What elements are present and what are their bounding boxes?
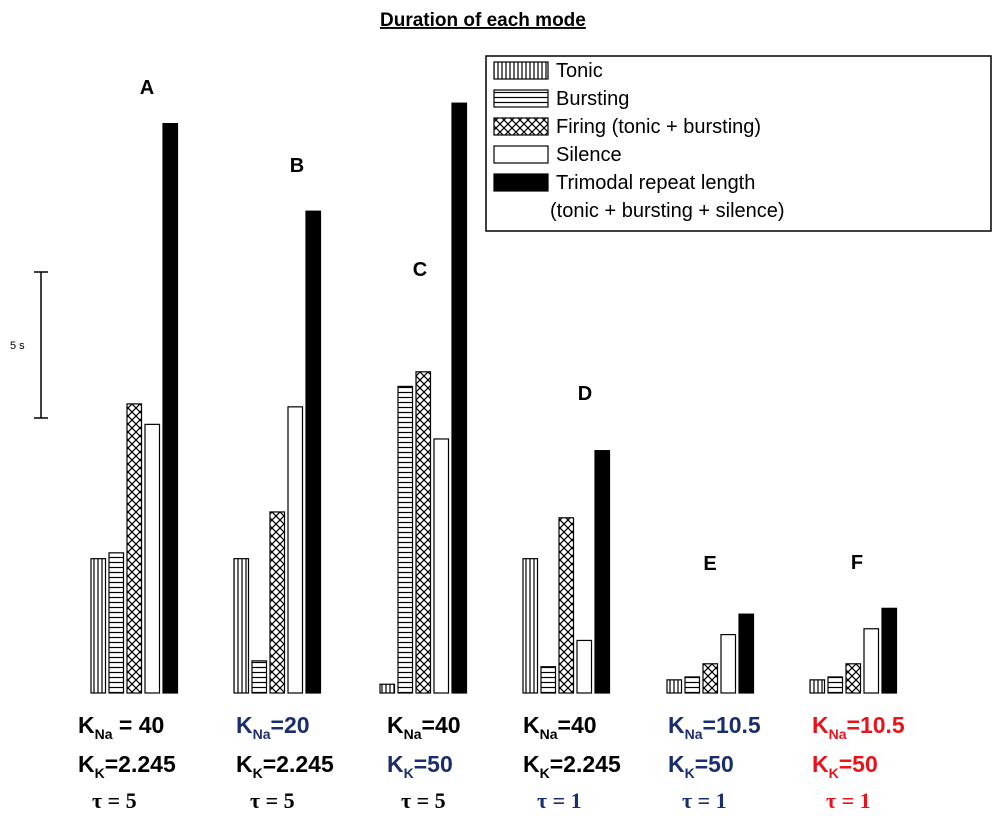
bar-groups	[90, 102, 898, 694]
legend-item-bursting: Bursting	[493, 88, 629, 110]
bar-b-trimodal	[305, 210, 322, 694]
legend: Tonic Bursting Firing (tonic + bursting) Si…	[485, 55, 992, 232]
scale-bar-label: 5 s	[10, 340, 25, 352]
kk-label: KK=2.245	[78, 751, 176, 781]
bar-a-bursting	[108, 552, 125, 694]
bar-c-bursting	[397, 385, 414, 694]
panel-letter-c: C	[413, 259, 427, 281]
bar-e-tonic	[666, 679, 683, 694]
tau-label: τ = 1	[826, 788, 871, 813]
params-d: KNa=40 KK=2.245 τ = 1	[523, 712, 621, 813]
panel-labels: A B C D E F KNa = 40 KK=2.245 τ = 5 KNa=20 KK=2.24…	[78, 77, 905, 813]
legend-swatch-trimodal	[493, 173, 549, 192]
legend-swatch-firing	[493, 117, 549, 136]
kk-label: KK=50	[668, 751, 734, 781]
kna-label: KNa=20	[236, 712, 310, 742]
kk-label: KK=2.245	[236, 751, 334, 781]
bar-e-firing	[702, 663, 719, 694]
bar-d-bursting	[540, 666, 557, 694]
bar-f-firing	[845, 663, 862, 694]
kna-label: KNa=10.5	[668, 712, 761, 742]
legend-label-firing: Firing (tonic + bursting)	[556, 116, 761, 138]
bar-c-tonic	[379, 683, 396, 694]
bar-group-a	[90, 122, 179, 694]
scale-bar: 5 s	[10, 271, 48, 419]
bar-a-trimodal	[162, 122, 179, 694]
bar-f-tonic	[809, 679, 826, 694]
bar-e-silence	[720, 633, 737, 694]
legend-label-trimodal: Trimodal repeat length	[556, 172, 755, 194]
bar-b-firing	[269, 511, 286, 694]
legend-item-silence: Silence	[493, 144, 622, 166]
bar-c-firing	[415, 371, 432, 694]
bar-c-silence	[433, 438, 450, 694]
bar-d-tonic	[522, 558, 539, 694]
tau-label: τ = 5	[250, 788, 295, 813]
panel-letter-d: D	[578, 383, 592, 405]
bar-f-silence	[863, 628, 880, 694]
bar-a-tonic	[90, 558, 107, 694]
legend-label-trimodal-line2: (tonic + bursting + silence)	[550, 200, 785, 222]
bar-a-firing	[126, 403, 143, 694]
tau-label: τ = 5	[401, 788, 446, 813]
legend-label-silence: Silence	[556, 144, 622, 166]
bar-d-trimodal	[594, 450, 611, 694]
kk-label: KK=50	[387, 751, 453, 781]
kna-label: KNa=40	[523, 712, 597, 742]
bar-e-trimodal	[738, 613, 755, 694]
bar-d-firing	[558, 517, 575, 694]
legend-label-bursting: Bursting	[556, 88, 629, 110]
bar-group-f	[809, 607, 898, 694]
panel-letter-a: A	[140, 77, 154, 99]
kna-label: KNa = 40	[78, 712, 164, 742]
kna-label: KNa=40	[387, 712, 461, 742]
bar-group-c	[379, 102, 468, 694]
bar-group-d	[522, 450, 611, 694]
bar-e-bursting	[684, 676, 701, 694]
bar-b-tonic	[233, 558, 250, 694]
legend-item-firing: Firing (tonic + bursting)	[493, 116, 761, 138]
bar-group-b	[233, 210, 322, 694]
bar-f-bursting	[827, 676, 844, 694]
bar-group-e	[666, 613, 755, 694]
params-e: KNa=10.5 KK=50 τ = 1	[668, 712, 761, 813]
bar-b-bursting	[251, 660, 268, 694]
kna-label: KNa=10.5	[812, 712, 905, 742]
params-b: KNa=20 KK=2.245 τ = 5	[236, 712, 334, 813]
panel-letter-e: E	[703, 553, 716, 575]
bar-c-trimodal	[451, 102, 468, 694]
bar-b-silence	[287, 406, 304, 694]
legend-swatch-bursting	[493, 89, 549, 108]
legend-label-tonic: Tonic	[556, 60, 603, 82]
bar-f-trimodal	[881, 607, 898, 694]
kk-label: KK=2.245	[523, 751, 621, 781]
params-f: KNa=10.5 KK=50 τ = 1	[812, 712, 905, 813]
legend-swatch-silence	[493, 145, 549, 164]
legend-item-trimodal: Trimodal repeat length (tonic + bursting …	[493, 172, 785, 222]
bar-d-silence	[576, 639, 593, 694]
panel-letter-f: F	[851, 552, 863, 574]
legend-frame	[485, 55, 992, 232]
chart-title: Duration of each mode	[380, 10, 586, 31]
params-a: KNa = 40 KK=2.245 τ = 5	[78, 712, 176, 813]
legend-item-tonic: Tonic	[493, 60, 603, 82]
tau-label: τ = 1	[682, 788, 727, 813]
tau-label: τ = 1	[537, 788, 582, 813]
legend-swatch-tonic	[493, 61, 549, 80]
panel-letter-b: B	[290, 155, 304, 177]
tau-label: τ = 5	[92, 788, 137, 813]
kk-label: KK=50	[812, 751, 878, 781]
bar-a-silence	[144, 423, 161, 694]
params-c: KNa=40 KK=50 τ = 5	[387, 712, 461, 813]
